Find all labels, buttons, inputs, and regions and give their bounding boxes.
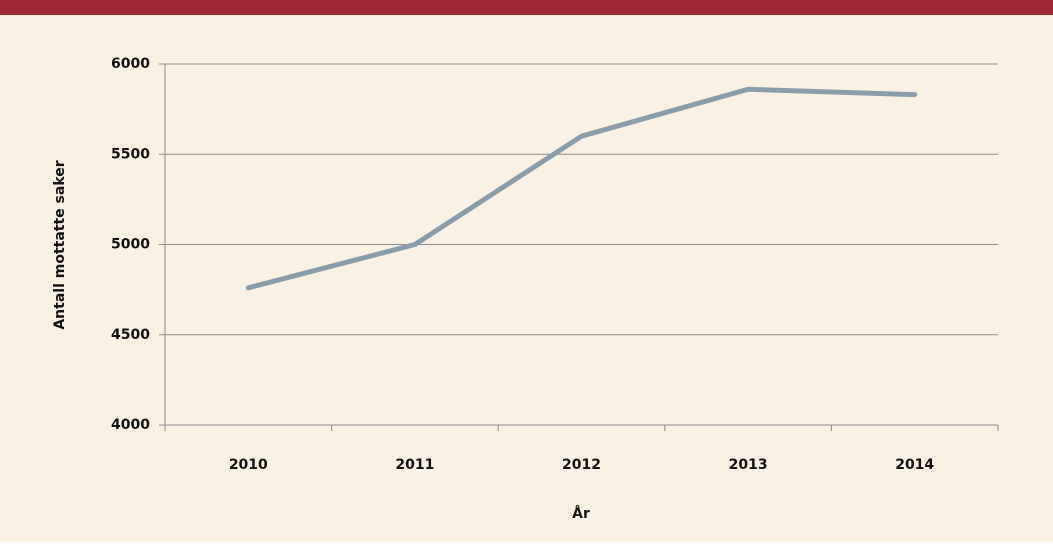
y-tick-label: 6000 [111, 56, 150, 72]
x-tick-label: 2014 [895, 457, 934, 473]
y-axis-label: Antall mottatte saker [52, 160, 68, 329]
x-tick-label: 2010 [229, 457, 268, 473]
y-tick-label: 5000 [111, 237, 150, 253]
x-tick-label: 2012 [562, 457, 601, 473]
x-tick-label: 2013 [729, 457, 768, 473]
header-bar [0, 0, 1053, 15]
y-tick-label: 4500 [111, 327, 150, 343]
bottom-edge [0, 542, 1053, 547]
y-tick-label: 4000 [111, 417, 150, 433]
x-tick-label: 2011 [395, 457, 434, 473]
x-axis-label: År [572, 505, 590, 522]
data-line [245, 86, 918, 291]
y-tick-label: 5500 [111, 146, 150, 162]
